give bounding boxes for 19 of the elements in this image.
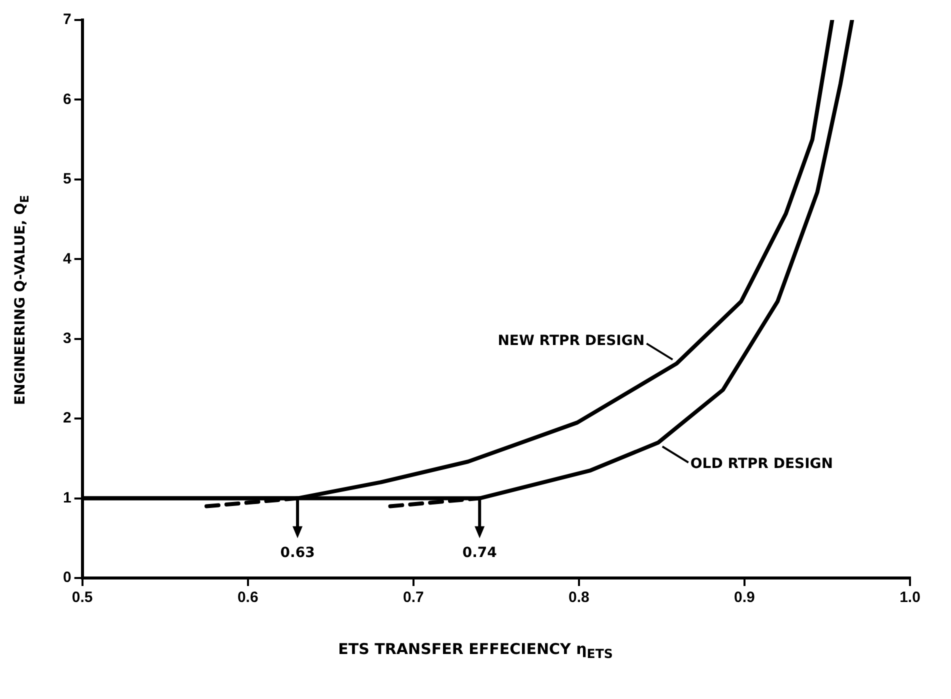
annotation: 0.63 — [280, 544, 315, 561]
annotation: 0.74 — [462, 544, 498, 561]
y-tick-label: 2 — [63, 410, 72, 427]
x-tick-label: 1.0 — [900, 589, 920, 606]
y-tick-label: 7 — [63, 11, 72, 28]
x-tick-label: 0.7 — [402, 589, 424, 606]
x-axis-title: ETS TRANSFER EFFECIENCY η$_{ETS}$ — [337, 640, 614, 661]
y-tick-label: 1 — [63, 489, 72, 506]
legend-label: OLD RTPR DESIGN — [690, 456, 834, 472]
x-tick-label: 0.9 — [734, 589, 755, 606]
y-tick-label: 3 — [63, 330, 72, 347]
text: NEW RTPR DESIGN — [498, 333, 645, 350]
y-tick-label: 4 — [63, 250, 72, 268]
y-tick-label: 5 — [63, 170, 72, 188]
x-tick-label: 0.5 — [72, 589, 93, 606]
y-tick-label: 0 — [63, 569, 72, 586]
x-tick-label: 0.6 — [237, 589, 258, 606]
x-tick-label: 0.8 — [568, 589, 590, 606]
y-tick-label: 6 — [63, 90, 72, 108]
